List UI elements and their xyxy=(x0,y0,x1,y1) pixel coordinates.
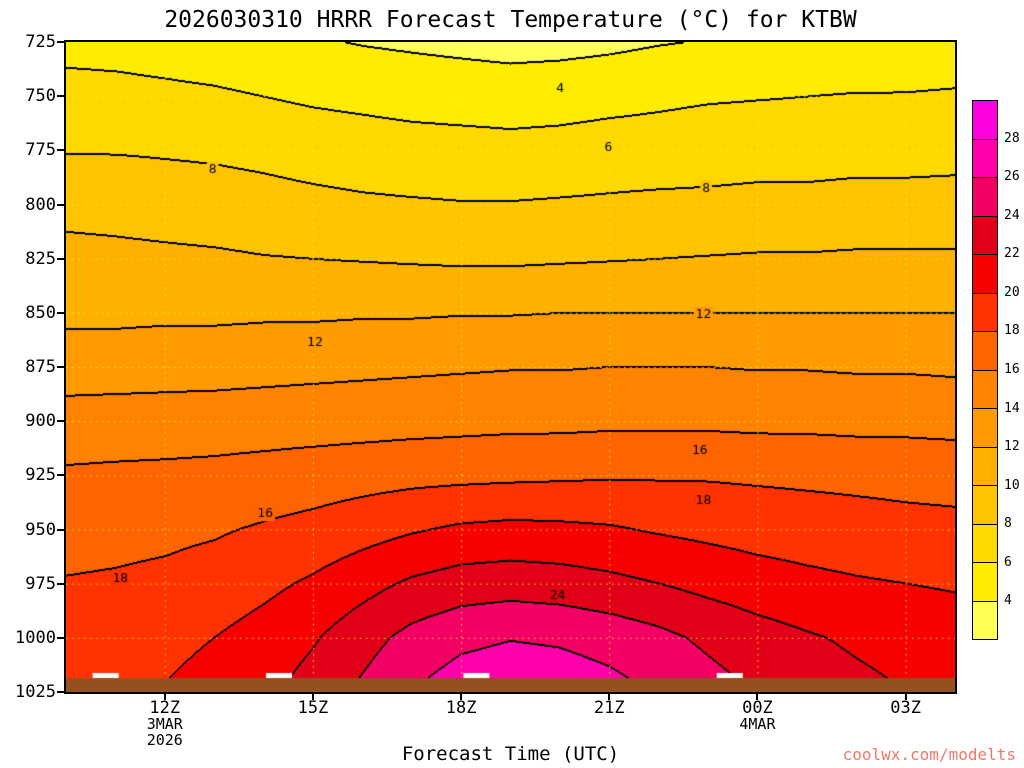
y-tick-label: 900 xyxy=(25,411,56,432)
x-tick-mark xyxy=(163,692,166,700)
x-tick-sublabel: 2026 xyxy=(146,731,183,749)
colorbar-label: 10 xyxy=(1004,477,1020,493)
colorbar-label: 22 xyxy=(1004,246,1020,262)
colorbar-segment xyxy=(973,447,997,486)
colorbar-segment xyxy=(973,216,997,255)
x-axis-title: Forecast Time (UTC) xyxy=(401,743,620,765)
x-tick-mark xyxy=(311,692,314,700)
y-tick-label: 850 xyxy=(25,302,56,323)
colorbar-label: 4 xyxy=(1004,593,1012,609)
colorbar-label: 20 xyxy=(1004,284,1020,300)
x-tick-mark xyxy=(756,692,759,700)
x-tick-label: 00Z xyxy=(742,698,773,718)
colorbar-label: 18 xyxy=(1004,323,1020,339)
colorbar-segment xyxy=(973,524,997,563)
x-tick-label: 15Z xyxy=(297,698,329,718)
y-tick-mark xyxy=(57,366,66,368)
y-tick-mark xyxy=(57,149,66,152)
x-tick-mark xyxy=(460,692,463,700)
colorbar-label: 28 xyxy=(1004,130,1020,146)
colorbar-label: 6 xyxy=(1004,554,1012,570)
y-tick-mark xyxy=(57,528,66,531)
x-tick-label: 03Z xyxy=(890,698,921,718)
colorbar-segment xyxy=(973,101,997,140)
colorbar-segment xyxy=(973,139,997,178)
y-tick-label: 875 xyxy=(25,357,56,377)
y-tick-label: 1025 xyxy=(15,682,56,702)
y-tick-label: 825 xyxy=(25,248,56,269)
y-tick-label: 750 xyxy=(25,86,56,107)
y-tick-mark xyxy=(57,95,66,98)
colorbar xyxy=(972,100,998,640)
colorbar-label: 12 xyxy=(1004,439,1020,455)
colorbar-segment xyxy=(973,370,997,409)
y-tick-mark xyxy=(57,691,66,693)
y-tick-label: 1000 xyxy=(15,627,56,648)
y-tick-label: 975 xyxy=(25,573,56,594)
y-tick-mark xyxy=(57,257,66,260)
colorbar-segment xyxy=(973,409,997,448)
colorbar-label: 14 xyxy=(1004,400,1020,416)
colorbar-segment xyxy=(973,178,997,217)
y-tick-mark xyxy=(57,474,66,477)
y-tick-label: 725 xyxy=(25,32,56,52)
colorbar-label: 8 xyxy=(1004,516,1012,532)
colorbar-label: 16 xyxy=(1004,362,1020,377)
colorbar-segment xyxy=(973,255,997,294)
x-tick-sublabel: 4MAR xyxy=(739,715,776,733)
colorbar-segment xyxy=(973,601,997,639)
colorbar-segment xyxy=(973,332,997,371)
y-tick-mark xyxy=(57,582,66,585)
y-tick-label: 775 xyxy=(25,140,56,161)
y-tick-mark xyxy=(57,420,66,423)
y-tick-label: 800 xyxy=(25,194,56,215)
y-tick-mark xyxy=(57,203,66,206)
x-tick-label: 21Z xyxy=(593,698,625,718)
colorbar-segment xyxy=(973,563,997,602)
contour-plot-canvas xyxy=(66,42,955,692)
colorbar-label: 26 xyxy=(1004,169,1020,185)
colorbar-segment xyxy=(973,293,997,332)
y-tick-mark xyxy=(57,41,66,43)
y-tick-label: 925 xyxy=(25,465,56,486)
watermark-link[interactable]: coolwx.com/modelts xyxy=(842,745,1016,764)
colorbar-segment xyxy=(973,486,997,525)
colorbar-label: 24 xyxy=(1004,207,1020,223)
y-tick-mark xyxy=(57,636,66,639)
x-tick-label: 12Z xyxy=(149,698,181,718)
chart-title: 2026030310 HRRR Forecast Temperature (°C… xyxy=(164,7,857,33)
x-tick-label: 18Z xyxy=(445,698,477,718)
x-tick-mark xyxy=(608,692,611,700)
x-tick-sublabel: 3MAR xyxy=(146,715,183,733)
y-tick-mark xyxy=(57,311,66,314)
y-tick-label: 950 xyxy=(25,519,56,540)
x-tick-mark xyxy=(904,692,907,700)
